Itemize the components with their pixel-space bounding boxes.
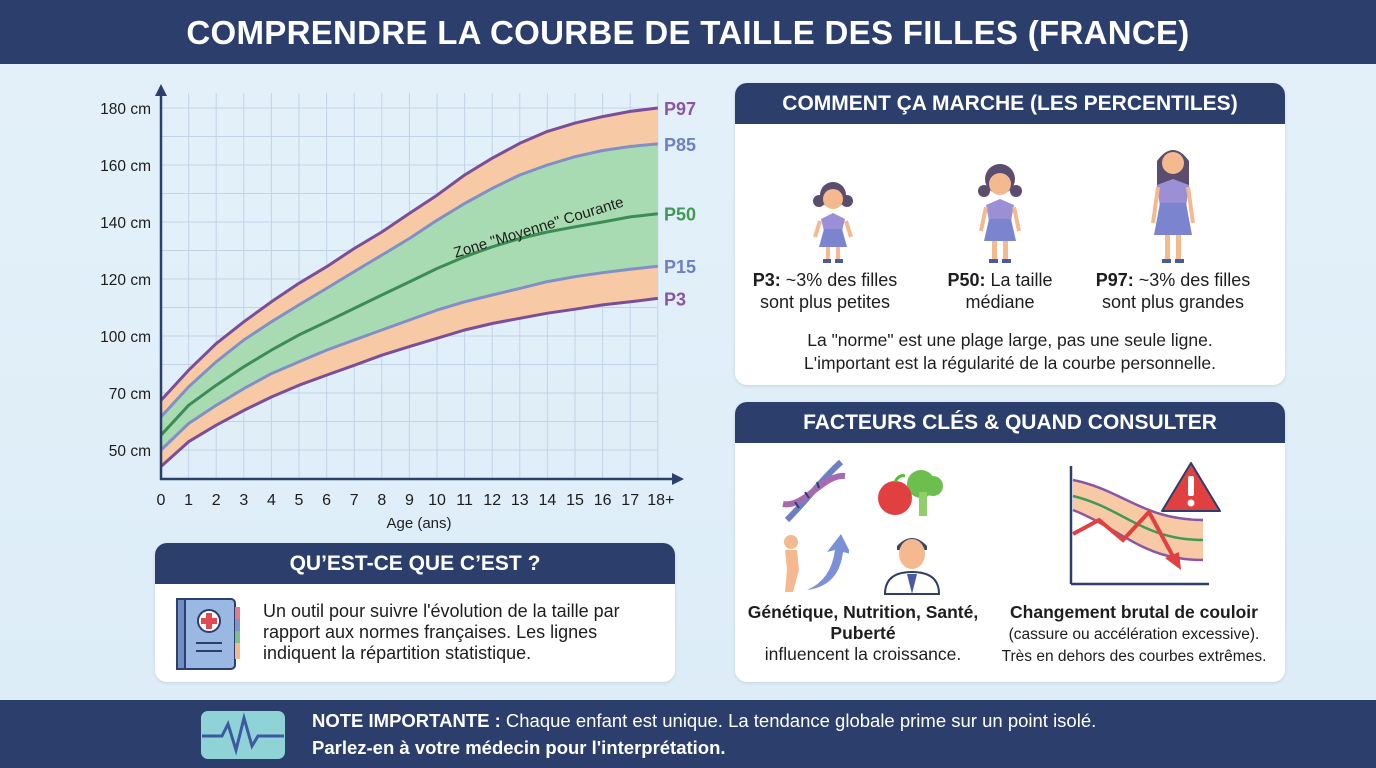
consult-caption: Changement brutal de couloir (cassure ou … xyxy=(1001,602,1267,665)
band-p85-p97 xyxy=(161,108,658,417)
medical-book-icon xyxy=(176,598,240,670)
y-tick-label: 50 cm xyxy=(109,443,151,460)
x-tick-label: 7 xyxy=(350,492,359,509)
percentiles-panel: COMMENT ÇA MARCHE (LES PERCENTILES) P3: … xyxy=(735,83,1285,385)
what-is-it-text: Un outil pour suivre l'évolution de la t… xyxy=(263,601,620,663)
y-tick-label: 100 cm xyxy=(100,329,151,346)
factors-panel: FACTEURS CLÉS & QUAND CONSULTER Génétiqu… xyxy=(735,402,1285,682)
girl-medium-icon xyxy=(978,164,1022,263)
girl-short-icon xyxy=(813,182,853,263)
what-is-it-panel: QU’EST-CE QUE C’EST ? Un outil pour suiv… xyxy=(155,543,675,682)
factors-title: FACTEURS CLÉS & QUAND CONSULTER xyxy=(735,402,1285,443)
footer-line-2: Parlez-en à votre médecin pour l'interpr… xyxy=(312,737,726,758)
x-tick-label: 8 xyxy=(377,492,386,509)
x-tick-label: 6 xyxy=(322,492,331,509)
series-label-p85: P85 xyxy=(664,135,696,155)
girl-tall-icon xyxy=(1151,150,1195,263)
x-tick-label: 11 xyxy=(456,492,473,509)
growth-chart: P97 P85 P50 P15 P3 50 cm 70 cm 100 cm 120 cm 140 … xyxy=(100,84,696,532)
chart-bands xyxy=(161,108,658,467)
series-label-p50: P50 xyxy=(664,205,696,225)
band-p3-p15 xyxy=(161,266,658,467)
series-line-p85 xyxy=(159,142,658,418)
x-tick-label: 0 xyxy=(157,492,166,509)
series-line-p3 xyxy=(159,296,658,468)
x-tick-label: 10 xyxy=(428,492,446,509)
x-axis-label: Age (ans) xyxy=(386,515,451,532)
x-tick-label: 15 xyxy=(566,492,584,509)
norm-note: La "norme" est une plage large, pas une … xyxy=(807,330,1213,350)
warning-icon xyxy=(1161,462,1221,512)
series-line-p97 xyxy=(159,106,658,402)
footer-line-1: NOTE IMPORTANTE : Chaque enfant est uniq… xyxy=(312,710,1097,731)
factors-caption: Génétique, Nutrition, Santé, Puberté infl… xyxy=(747,602,979,664)
x-tick-label: 14 xyxy=(539,492,557,509)
x-tick-label: 16 xyxy=(594,492,612,509)
x-tick-label: 2 xyxy=(212,492,221,509)
percentile-p97-caption: P97: ~3% des filles sont plus grandes xyxy=(1095,270,1251,312)
apple-broccoli-icon xyxy=(878,470,943,516)
page-title: COMPRENDRE LA COURBE DE TAILLE DES FILLE… xyxy=(0,0,1376,64)
regularity-note: L'important est la régularité de la cour… xyxy=(804,353,1216,373)
x-tick-label: 17 xyxy=(621,492,639,509)
footer-note: NOTE IMPORTANTE : Chaque enfant est uniq… xyxy=(0,700,1376,768)
doctor-icon xyxy=(883,538,941,595)
heartbeat-icon xyxy=(201,711,285,759)
percentile-p50-caption: P50: La taille médiane xyxy=(947,270,1053,312)
x-tick-label: 13 xyxy=(511,492,529,509)
series-label-p97: P97 xyxy=(664,99,696,119)
x-tick-label: 18+ xyxy=(647,492,674,509)
series-label-p15: P15 xyxy=(664,257,696,277)
chart-axes xyxy=(155,84,684,485)
x-tick-label: 5 xyxy=(295,492,304,509)
x-tick-label: 4 xyxy=(267,492,276,509)
band-p15-p85 xyxy=(161,143,658,450)
series-label-p3: P3 xyxy=(664,289,686,309)
y-tick-label: 180 cm xyxy=(100,101,151,118)
y-tick-label: 70 cm xyxy=(109,386,151,403)
y-tick-label: 140 cm xyxy=(100,215,151,232)
x-tick-label: 3 xyxy=(239,492,248,509)
y-axis-arrow xyxy=(155,84,167,96)
growth-chart-drop-icon xyxy=(1069,466,1209,586)
percentile-p3-caption: P3: ~3% des filles sont plus petites xyxy=(752,270,898,312)
chart-lines xyxy=(159,106,658,468)
x-tick-label: 1 xyxy=(184,492,193,509)
x-tick-label: 9 xyxy=(405,492,414,509)
x-tick-label: 12 xyxy=(483,492,501,509)
y-tick-label: 120 cm xyxy=(100,272,151,289)
percentiles-title: COMMENT ÇA MARCHE (LES PERCENTILES) xyxy=(735,83,1285,124)
growth-arrow-icon xyxy=(784,534,849,592)
y-tick-label: 160 cm xyxy=(100,158,151,175)
series-line-p15 xyxy=(159,264,658,452)
series-line-p50 xyxy=(159,212,658,437)
what-is-it-title: QU’EST-CE QUE C’EST ? xyxy=(155,543,675,584)
dna-icon xyxy=(782,459,846,523)
x-axis-arrow xyxy=(672,473,684,485)
